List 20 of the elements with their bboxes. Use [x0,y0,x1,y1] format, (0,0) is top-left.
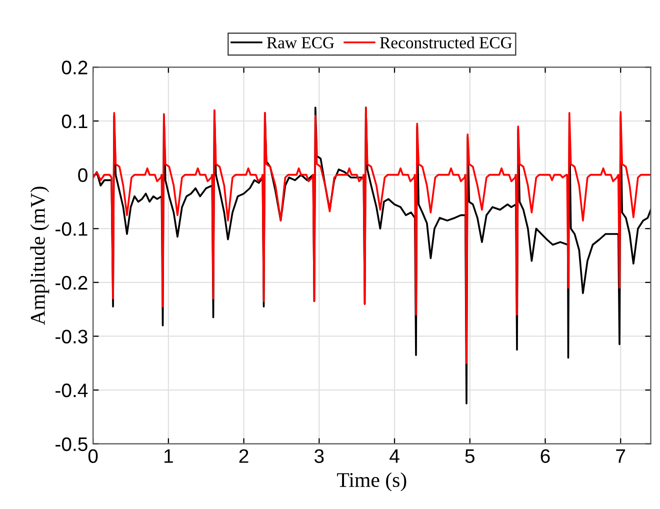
y-tick-label: -0.1 [56,222,88,236]
y-tick-label: -0.2 [56,276,88,290]
legend-label: Raw ECG [266,37,334,48]
y-tick-label: 0 [78,168,88,182]
x-tick-label: 6 [540,449,550,463]
y-tick-label: 0.2 [62,60,88,74]
x-tick-label: 3 [314,449,324,463]
x-tick-label: 4 [390,449,400,463]
x-tick-label: 0 [88,449,98,463]
x-tick-label: 7 [616,449,626,463]
y-tick-label: -0.3 [56,330,88,344]
y-tick-label: -0.5 [56,437,88,452]
x-axis-title: Time (s) [337,472,406,492]
x-tick-label: 1 [164,449,173,463]
y-tick-label: 0.1 [62,114,88,128]
x-tick-label: 5 [465,449,474,463]
y-axis-title: Amplitude (mV) [30,186,50,326]
y-tick-label: -0.4 [56,384,88,398]
x-tick-label: 2 [239,449,248,463]
legend-label: Reconstructed ECG [380,36,512,48]
